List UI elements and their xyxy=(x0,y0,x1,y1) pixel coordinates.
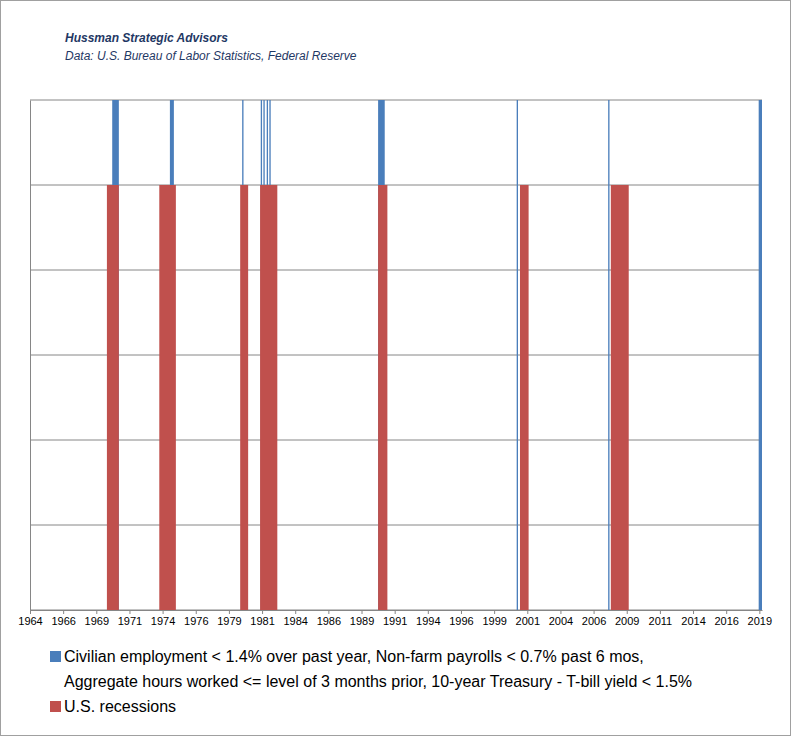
x-tick: 1971 xyxy=(118,610,142,627)
x-tick-mark xyxy=(560,610,561,614)
x-tick-mark xyxy=(461,610,462,614)
x-tick-label: 2016 xyxy=(714,615,738,627)
x-tick-label: 1989 xyxy=(350,615,374,627)
title: Hussman Strategic Advisors xyxy=(65,31,228,45)
x-tick: 1996 xyxy=(449,610,473,627)
x-tick: 1976 xyxy=(184,610,208,627)
y-axis-line xyxy=(30,101,31,611)
chart-svg: Hussman Strategic Advisors Data: U.S. Bur… xyxy=(0,0,791,736)
x-tick-label: 1974 xyxy=(151,615,175,627)
legend-item: Civilian employment < 1.4% over past yea… xyxy=(50,648,692,690)
subtitle: Data: U.S. Bureau of Labor Statistics, F… xyxy=(65,49,357,63)
x-tick: 1974 xyxy=(151,610,175,627)
x-axis-line xyxy=(31,610,763,611)
grid-line xyxy=(30,100,762,101)
x-tick: 2001 xyxy=(516,610,540,627)
x-tick-label: 2019 xyxy=(748,615,772,627)
x-tick-label: 1976 xyxy=(184,615,208,627)
grid-line xyxy=(30,355,762,356)
x-tick-mark xyxy=(129,610,130,614)
x-tick-label: 1966 xyxy=(51,615,75,627)
x-tick-label: 1999 xyxy=(482,615,506,627)
x-tick-label: 1969 xyxy=(85,615,109,627)
x-tick: 1994 xyxy=(416,610,440,627)
x-tick: 2016 xyxy=(714,610,738,627)
grid xyxy=(30,100,762,610)
x-tick-label: 1984 xyxy=(283,615,307,627)
x-tick: 1986 xyxy=(317,610,341,627)
x-tick: 1969 xyxy=(85,610,109,627)
legend: Civilian employment < 1.4% over past yea… xyxy=(50,648,692,715)
x-tick-mark xyxy=(494,610,495,614)
x-tick: 1981 xyxy=(250,610,274,627)
legend-label-line: Aggregate hours worked <= level of 3 mon… xyxy=(64,673,692,690)
grid-line xyxy=(30,610,762,611)
x-tick-mark xyxy=(295,610,296,614)
x-tick-label: 2004 xyxy=(549,615,573,627)
legend-swatch xyxy=(50,701,61,712)
x-tick-mark xyxy=(229,610,230,614)
x-tick-mark xyxy=(395,610,396,614)
x-tick-mark xyxy=(362,610,363,614)
x-axis: 1964 1966 1969 1971 1974 1976 1979 1981 1984 1986… xyxy=(18,610,772,627)
x-tick-mark xyxy=(328,610,329,614)
x-tick-mark xyxy=(759,610,760,614)
x-tick-label: 1981 xyxy=(250,615,274,627)
x-tick-label: 1996 xyxy=(449,615,473,627)
background xyxy=(1,1,791,736)
plot-area xyxy=(30,100,762,610)
legend-label: Civilian employment < 1.4% over past yea… xyxy=(64,648,692,690)
x-tick: 2019 xyxy=(748,610,772,627)
series-area xyxy=(30,100,762,610)
x-tick-mark xyxy=(594,610,595,614)
grid-line xyxy=(30,185,762,186)
grid-line xyxy=(30,270,762,271)
x-tick-mark xyxy=(726,610,727,614)
x-tick-label: 1979 xyxy=(217,615,241,627)
x-tick-mark xyxy=(96,610,97,614)
y-axis xyxy=(30,101,32,611)
x-tick-label: 1994 xyxy=(416,615,440,627)
x-tick-label: 2011 xyxy=(649,615,673,627)
legend-swatch xyxy=(50,651,61,662)
x-tick-mark xyxy=(196,610,197,614)
x-tick-label: 2006 xyxy=(582,615,606,627)
chart-container: Hussman Strategic Advisors Data: U.S. Bur… xyxy=(0,0,791,736)
x-tick: 2014 xyxy=(681,610,705,627)
x-tick: 1984 xyxy=(283,610,307,627)
x-tick: 1979 xyxy=(217,610,241,627)
x-tick: 2006 xyxy=(582,610,606,627)
legend-label-line: U.S. recessions xyxy=(64,698,176,715)
x-tick: 2004 xyxy=(549,610,573,627)
x-tick-label: 2001 xyxy=(516,615,540,627)
x-tick-label: 1964 xyxy=(18,615,42,627)
x-tick-label: 1991 xyxy=(383,615,407,627)
x-tick-mark xyxy=(627,610,628,614)
x-tick-mark xyxy=(527,610,528,614)
x-tick: 1964 xyxy=(18,610,42,627)
x-tick: 1966 xyxy=(51,610,75,627)
series-area xyxy=(30,185,762,610)
legend-label-line: Civilian employment < 1.4% over past yea… xyxy=(64,648,644,665)
x-tick: 2011 xyxy=(649,610,673,627)
x-tick-label: 2014 xyxy=(681,615,705,627)
x-tick-mark xyxy=(693,610,694,614)
x-tick: 1999 xyxy=(482,610,506,627)
x-tick-mark xyxy=(660,610,661,614)
legend-item: U.S. recessions xyxy=(50,698,176,715)
x-tick-label: 1971 xyxy=(118,615,142,627)
x-tick: 1989 xyxy=(350,610,374,627)
legend-label: U.S. recessions xyxy=(64,698,176,715)
grid-line xyxy=(30,525,762,526)
x-tick-mark xyxy=(30,610,31,614)
x-tick-label: 2009 xyxy=(615,615,639,627)
x-tick-mark xyxy=(428,610,429,614)
x-tick: 1991 xyxy=(383,610,407,627)
x-tick: 2009 xyxy=(615,610,639,627)
x-tick-mark xyxy=(63,610,64,614)
x-tick-mark xyxy=(262,610,263,614)
x-tick-mark xyxy=(163,610,164,614)
x-tick-label: 1986 xyxy=(317,615,341,627)
grid-line xyxy=(30,440,762,441)
